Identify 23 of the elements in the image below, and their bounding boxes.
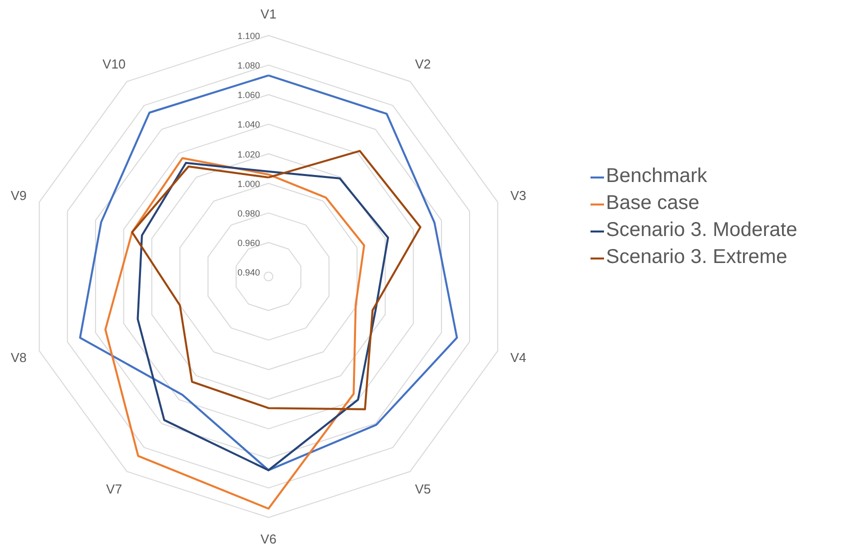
y-tick-label: 1.000 [238, 178, 260, 189]
y-tick-label: 1.100 [238, 31, 260, 41]
spoke-label: V1 [260, 6, 276, 22]
spoke-label: V3 [510, 188, 526, 203]
spoke-label: V4 [510, 350, 526, 366]
legend-label: Scenario 3. Moderate [606, 219, 798, 242]
legend-label: Benchmark [606, 165, 708, 188]
y-tick-label: 1.020 [238, 149, 260, 160]
y-tick-label: 0.980 [238, 208, 260, 218]
spoke-label: V10 [102, 56, 126, 72]
spoke-label: V2 [414, 56, 431, 72]
spoke-label: V9 [10, 188, 27, 203]
legend-label: Base case [606, 192, 700, 215]
y-tick-label: 0.960 [238, 238, 260, 248]
y-tick-label: 1.060 [238, 90, 260, 100]
y-tick-label: 0.940 [238, 268, 260, 278]
y-tick-label: 1.040 [238, 120, 260, 130]
y-tick-label: 1.080 [238, 60, 260, 71]
spoke-label: V8 [10, 350, 27, 366]
spoke-label: V7 [106, 482, 122, 497]
spoke-label: V6 [260, 532, 276, 547]
spoke-label: V5 [414, 482, 431, 497]
legend-label: Scenario 3. Extreme [606, 246, 788, 269]
